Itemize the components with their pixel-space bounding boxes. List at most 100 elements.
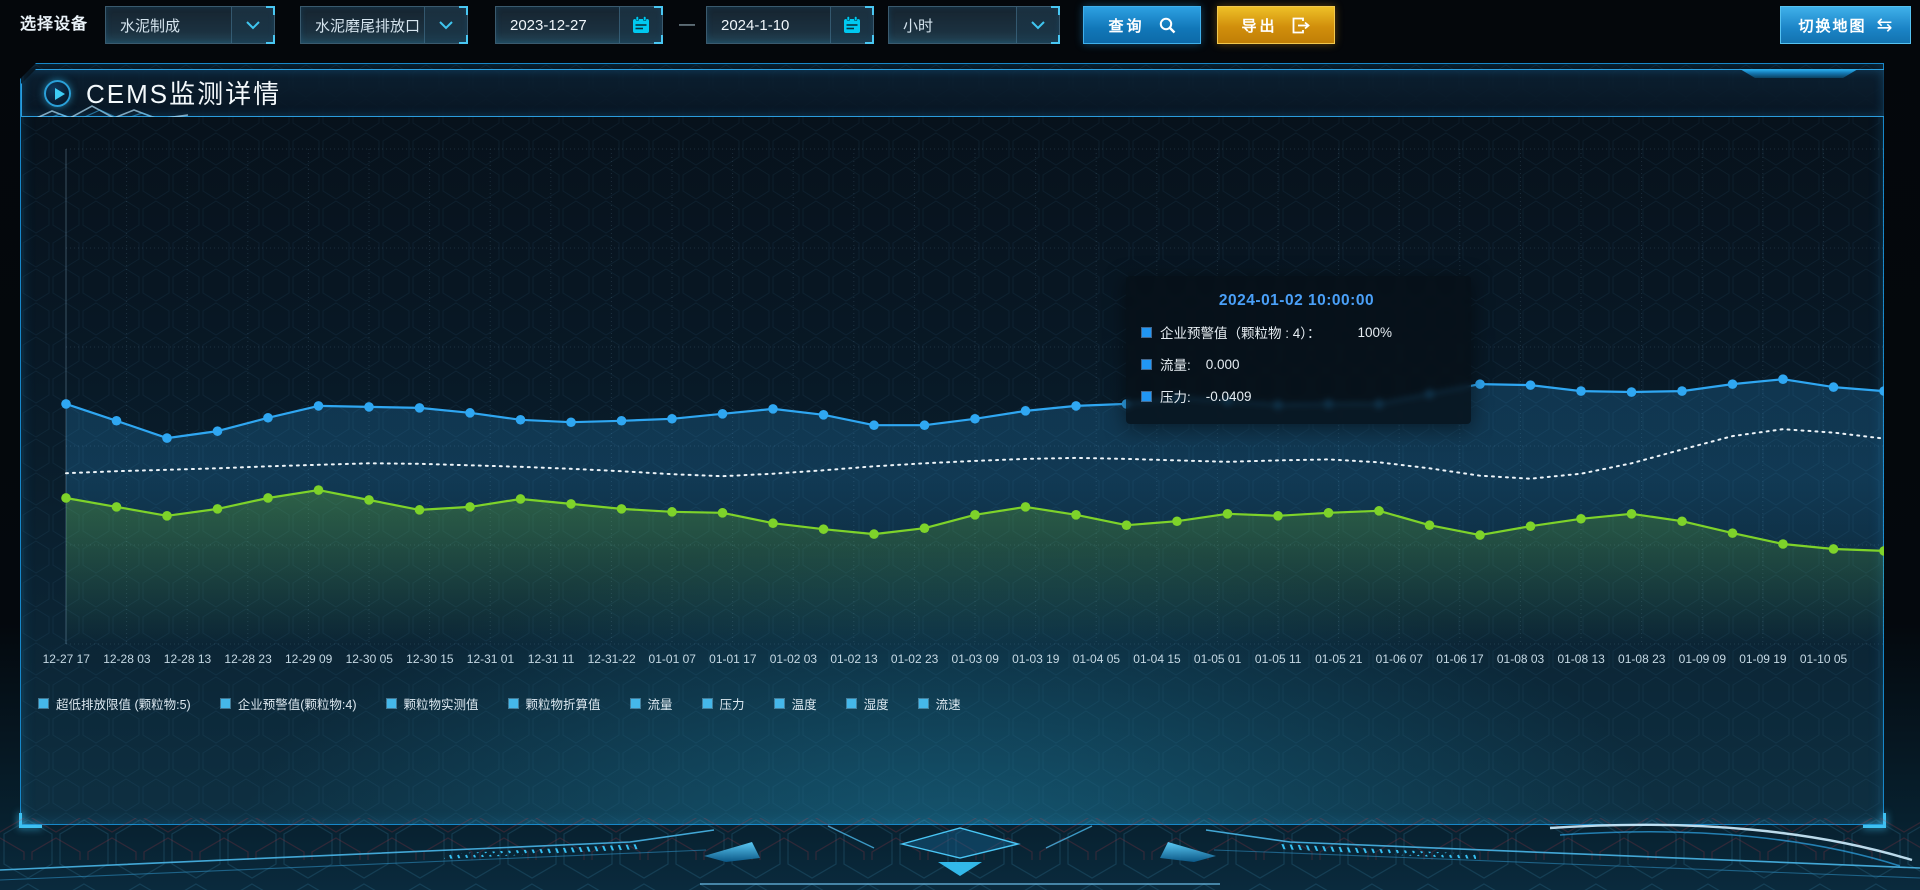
- x-axis-label: 01-10 05: [1799, 652, 1848, 666]
- legend-item[interactable]: 压力: [702, 694, 745, 713]
- x-axis-label: 01-08 23: [1618, 652, 1666, 666]
- device-outlet-value: 水泥磨尾排放口: [315, 17, 421, 35]
- x-axis-label: 01-06 17: [1436, 652, 1484, 666]
- end-date-input[interactable]: 2024-1-10: [706, 6, 874, 44]
- x-axis-label: 01-01 07: [648, 652, 696, 666]
- x-axis-label: 01-06 07: [1375, 652, 1424, 666]
- play-icon[interactable]: [44, 80, 71, 107]
- x-axis-label: 12-31 01: [466, 652, 515, 666]
- cems-panel: CEMS监测详情 12-27 17 12-28 03 12-28 13 12-28 2…: [20, 63, 1884, 825]
- legend-marker-icon: [918, 699, 928, 708]
- tooltip-row: 压力: -0.0409: [1142, 386, 1451, 406]
- chart-legend: 超低排放限值 (颗粒物:5) 企业预警值(颗粒物:4) 颗粒物实测值 颗粒物折算值 流量…: [39, 694, 961, 713]
- legend-item[interactable]: 温度: [774, 694, 817, 713]
- chart-plot[interactable]: [61, 148, 1884, 645]
- date-range-separator: —: [679, 16, 695, 33]
- tooltip-series-marker: [1142, 359, 1151, 369]
- legend-item[interactable]: 流量: [630, 694, 673, 713]
- switch-map-label: 切换地图: [1798, 17, 1867, 35]
- switch-map-button[interactable]: 切换地图 ⇆: [1780, 6, 1911, 44]
- legend-label: 颗粒物实测值: [403, 698, 479, 712]
- tooltip-row: 企业预警值（颗粒物 : 4）： 100%: [1142, 322, 1451, 342]
- device-outlet-select[interactable]: 水泥磨尾排放口: [300, 6, 468, 44]
- export-button-label: 导出: [1241, 17, 1278, 35]
- legend-marker-icon: [508, 699, 518, 708]
- start-date-input[interactable]: 2023-12-27: [495, 6, 663, 44]
- x-axis-label: 01-09 19: [1739, 652, 1787, 666]
- device-category-select[interactable]: 水泥制成: [105, 6, 275, 44]
- legend-marker-icon: [39, 699, 48, 708]
- chevron-down-icon: [231, 7, 274, 43]
- calendar-icon: [619, 7, 662, 43]
- tooltip-row-value: 0.000: [1205, 356, 1240, 372]
- legend-label: 流量: [647, 698, 673, 712]
- x-axis-label: 12-31-22: [587, 652, 636, 666]
- tooltip-timestamp: 2024-01-02 10:00:00: [1218, 292, 1375, 309]
- x-axis-label: 01-08 03: [1496, 652, 1545, 666]
- tooltip-row-label: 压力:: [1160, 390, 1191, 405]
- x-axis-label: 01-01 17: [709, 652, 757, 666]
- x-axis-label: 01-03 09: [951, 652, 999, 666]
- legend-label: 湿度: [863, 698, 889, 712]
- chart-tooltip: 2024-01-02 10:00:00 企业预警值（颗粒物 : 4）： 100% 流…: [1126, 276, 1471, 424]
- header-notch-decoration: [1740, 69, 1858, 78]
- query-button-label: 查询: [1108, 17, 1145, 35]
- x-axis-label: 01-02 03: [769, 652, 818, 666]
- x-axis-label: 01-05 01: [1193, 652, 1242, 666]
- x-axis-label: 01-04 15: [1133, 652, 1181, 666]
- tooltip-series-marker: [1142, 391, 1151, 401]
- legend-label: 压力: [719, 698, 745, 712]
- x-axis-label: 12-28 13: [163, 652, 212, 666]
- interval-value: 小时: [903, 17, 934, 35]
- tooltip-rows: 企业预警值（颗粒物 : 4）： 100% 流量: 0.000 压力: -0.0409: [1142, 322, 1451, 406]
- x-axis-label: 01-09 09: [1678, 652, 1727, 666]
- footer-decoration: [0, 818, 1920, 890]
- legend-item[interactable]: 企业预警值(颗粒物:4): [220, 694, 357, 713]
- legend-marker-icon: [774, 699, 784, 708]
- x-axis-label: 01-05 21: [1315, 652, 1363, 666]
- search-icon: [1159, 17, 1176, 34]
- x-axis-label: 01-04 05: [1072, 652, 1121, 666]
- x-axis-label: 12-28 03: [103, 652, 151, 666]
- tooltip-row-value: -0.0409: [1205, 388, 1252, 404]
- x-axis-labels: 12-27 17 12-28 03 12-28 13 12-28 23 12-29 09…: [36, 652, 1854, 670]
- calendar-icon: [830, 7, 873, 43]
- tooltip-row-label: 流量:: [1160, 358, 1191, 373]
- legend-item[interactable]: 超低排放限值 (颗粒物:5): [39, 694, 191, 713]
- x-axis-label: 12-30 15: [406, 652, 454, 666]
- tooltip-series-marker: [1142, 327, 1151, 337]
- x-axis-label: 01-03 19: [1012, 652, 1060, 666]
- legend-label: 超低排放限值 (颗粒物:5): [56, 698, 191, 712]
- toolbar: 选择设备 水泥制成 水泥磨尾排放口 2023-12-27: [0, 0, 1920, 56]
- legend-marker-icon: [846, 699, 856, 708]
- query-button[interactable]: 查询: [1083, 6, 1201, 44]
- legend-label: 企业预警值(颗粒物:4): [237, 698, 357, 712]
- legend-item[interactable]: 流速: [918, 694, 961, 713]
- export-icon: [1292, 17, 1311, 34]
- tooltip-row: 流量: 0.000: [1142, 354, 1451, 374]
- x-axis-label: 01-02 13: [830, 652, 878, 666]
- legend-marker-icon: [630, 699, 640, 708]
- x-axis-label: 12-29 09: [284, 652, 333, 666]
- export-button[interactable]: 导出: [1217, 6, 1335, 44]
- interval-select[interactable]: 小时: [888, 6, 1060, 44]
- legend-marker-icon: [220, 699, 230, 708]
- legend-item[interactable]: 颗粒物实测值: [386, 694, 479, 713]
- x-axis-label: 12-28 23: [224, 652, 272, 666]
- legend-item[interactable]: 湿度: [846, 694, 889, 713]
- legend-item[interactable]: 颗粒物折算值: [508, 694, 601, 713]
- device-select-label: 选择设备: [20, 16, 89, 33]
- x-axis-label: 01-02 23: [890, 652, 939, 666]
- tooltip-row-value: 100%: [1357, 324, 1393, 340]
- chart-svg: [61, 148, 1884, 645]
- legend-label: 温度: [791, 698, 817, 712]
- x-axis-label: 12-27 17: [42, 652, 90, 666]
- swap-arrows-icon: ⇆: [1876, 14, 1893, 36]
- end-date-value: 2024-1-10: [721, 16, 790, 34]
- x-axis-label: 12-30 05: [345, 652, 393, 666]
- panel-title: CEMS监测详情: [86, 79, 282, 109]
- legend-label: 流速: [935, 698, 961, 712]
- x-axis-label: 01-08 13: [1557, 652, 1605, 666]
- start-date-value: 2023-12-27: [510, 16, 587, 34]
